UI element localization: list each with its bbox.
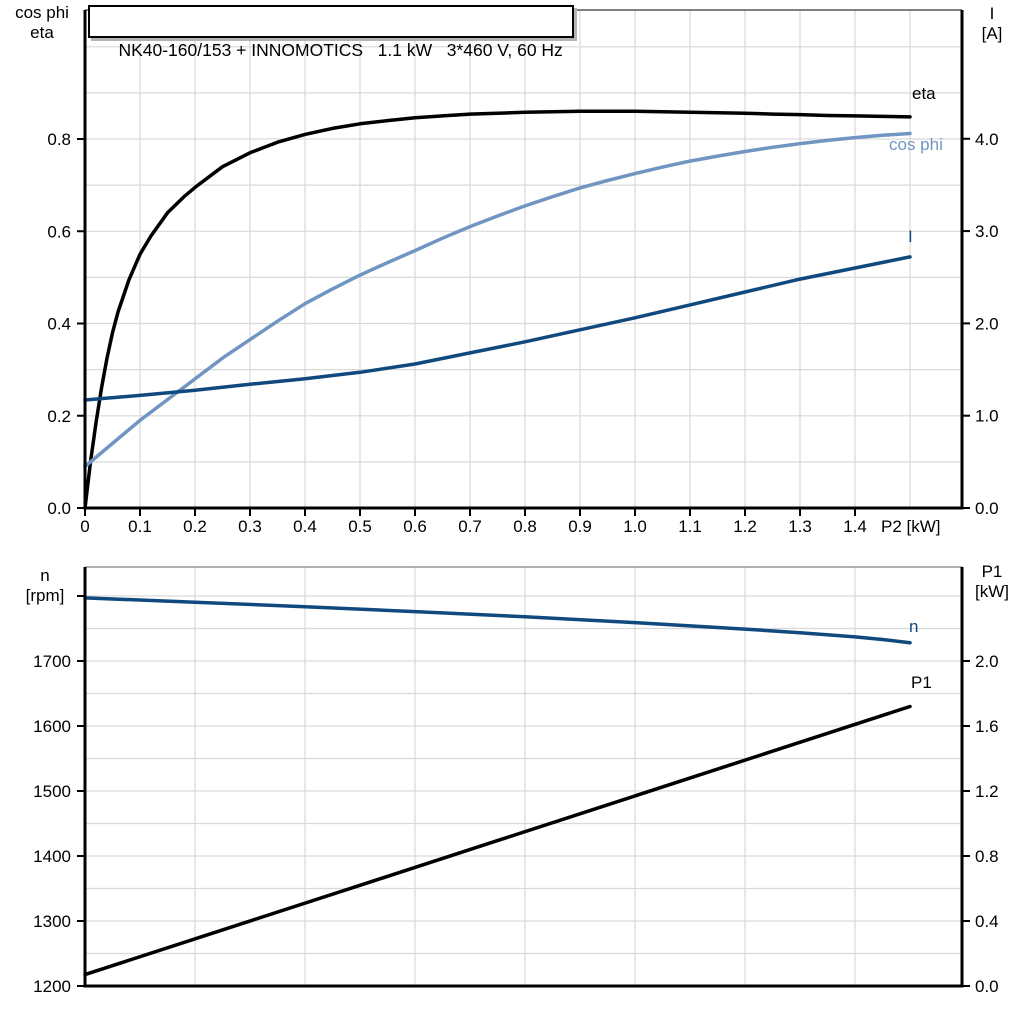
x-tick-label: 0.3 (238, 517, 262, 536)
x-tick-label: 0.5 (348, 517, 372, 536)
x-tick-label: 0.6 (403, 517, 427, 536)
input-power-curve-label: P1 (911, 673, 932, 692)
left-tick-label: 1500 (33, 782, 71, 801)
right-axis-title-line1: I (989, 4, 995, 23)
current-curve-label: I (908, 227, 913, 246)
x-tick-label: 0.4 (293, 517, 317, 536)
cos-phi-curve-label: cos phi (889, 135, 943, 154)
bottom-chart-ticks: 1200 1300 1400 1500 1600 1700 0.0 0.4 0.8 1.2 1.6 2… (33, 594, 999, 996)
bottom-left-axis-title: n [rpm] (6, 566, 84, 606)
left-tick-label: 1400 (33, 847, 71, 866)
x-tick-label: 1.3 (788, 517, 812, 536)
top-right-axis-title: I [A] (962, 4, 1022, 44)
curve-cos-phi (83, 131, 912, 469)
right-tick-label: 0.0 (975, 499, 999, 518)
bottom-right-axis-title: P1 [kW] (962, 562, 1022, 602)
chart-title-text: NK40-160/153 + INNOMOTICS 1.1 kW 3*460 V… (118, 40, 563, 60)
left-axis-title-line1: cos phi (15, 3, 69, 22)
x-tick-label: 0.9 (568, 517, 592, 536)
top-chart-axes (83, 10, 964, 510)
right-tick-label: 1.6 (975, 717, 999, 736)
right-tick-label: 2.0 (975, 652, 999, 671)
curve-eta (83, 109, 912, 510)
x-tick-label: 0 (80, 517, 89, 536)
power-axis-title-line2: [kW] (975, 582, 1009, 601)
x-tick-label: 1.1 (678, 517, 702, 536)
curve-current (83, 255, 912, 402)
right-axis-title-line2: [A] (981, 24, 1003, 43)
speed-curve-label: n (909, 617, 919, 636)
left-tick-label: 0.2 (47, 407, 71, 426)
right-tick-label: 4.0 (975, 130, 999, 149)
left-tick-label: 0.4 (47, 315, 71, 334)
bottom-chart-axes (83, 567, 964, 988)
speed-axis-title-line2: [rpm] (25, 586, 65, 605)
right-tick-label: 0.4 (975, 912, 999, 931)
curve-input-power (83, 704, 912, 977)
bottom-chart-grid (85, 567, 962, 986)
right-tick-label: 3.0 (975, 222, 999, 241)
x-tick-label: 0.8 (513, 517, 537, 536)
right-tick-label: 2.0 (975, 314, 999, 333)
curve-speed (83, 596, 912, 645)
top-chart-ticks: 0 0.1 0.2 0.3 0.4 0.5 0.6 0.7 0.8 0.9 1.0 1.1 1.2 1.3… (47, 130, 998, 536)
left-tick-label: 0.0 (47, 499, 71, 518)
eta-curve-label: eta (912, 84, 936, 103)
x-tick-label: 0.1 (128, 517, 152, 536)
left-tick-label: 0.8 (47, 130, 71, 149)
chart-title-box: NK40-160/153 + INNOMOTICS 1.1 kW 3*460 V… (88, 5, 574, 60)
right-tick-label: 0.0 (975, 977, 999, 996)
x-tick-label: 0.7 (458, 517, 482, 536)
right-tick-label: 1.2 (975, 782, 999, 801)
left-tick-label: 1200 (33, 977, 71, 996)
top-chart-grid (85, 10, 962, 508)
left-tick-label: 1600 (33, 717, 71, 736)
left-axis-title-line2: eta (30, 23, 54, 42)
top-left-axis-title: cos phi eta (4, 3, 80, 43)
power-axis-title-line1: P1 (981, 562, 1003, 581)
right-tick-label: 1.0 (975, 407, 999, 426)
left-tick-label: 1300 (33, 912, 71, 931)
x-tick-label: 0.2 (183, 517, 207, 536)
speed-axis-title-line1: n (40, 566, 50, 585)
x-tick-label: 1.0 (623, 517, 647, 536)
left-tick-label: 1700 (33, 652, 71, 671)
left-tick-label: 0.6 (47, 222, 71, 241)
bottom-chart-group: 1200 1300 1400 1500 1600 1700 0.0 0.4 0.8 1.2 1.6 2… (33, 566, 999, 996)
x-tick-label: 1.4 (843, 517, 867, 536)
x-tick-label: 1.2 (733, 517, 757, 536)
right-tick-label: 0.8 (975, 847, 999, 866)
x-axis-title: P2 [kW] (881, 517, 941, 536)
top-chart-group: 0 0.1 0.2 0.3 0.4 0.5 0.6 0.7 0.8 0.9 1.0 1.1 1.2 1.3… (47, 9, 999, 536)
